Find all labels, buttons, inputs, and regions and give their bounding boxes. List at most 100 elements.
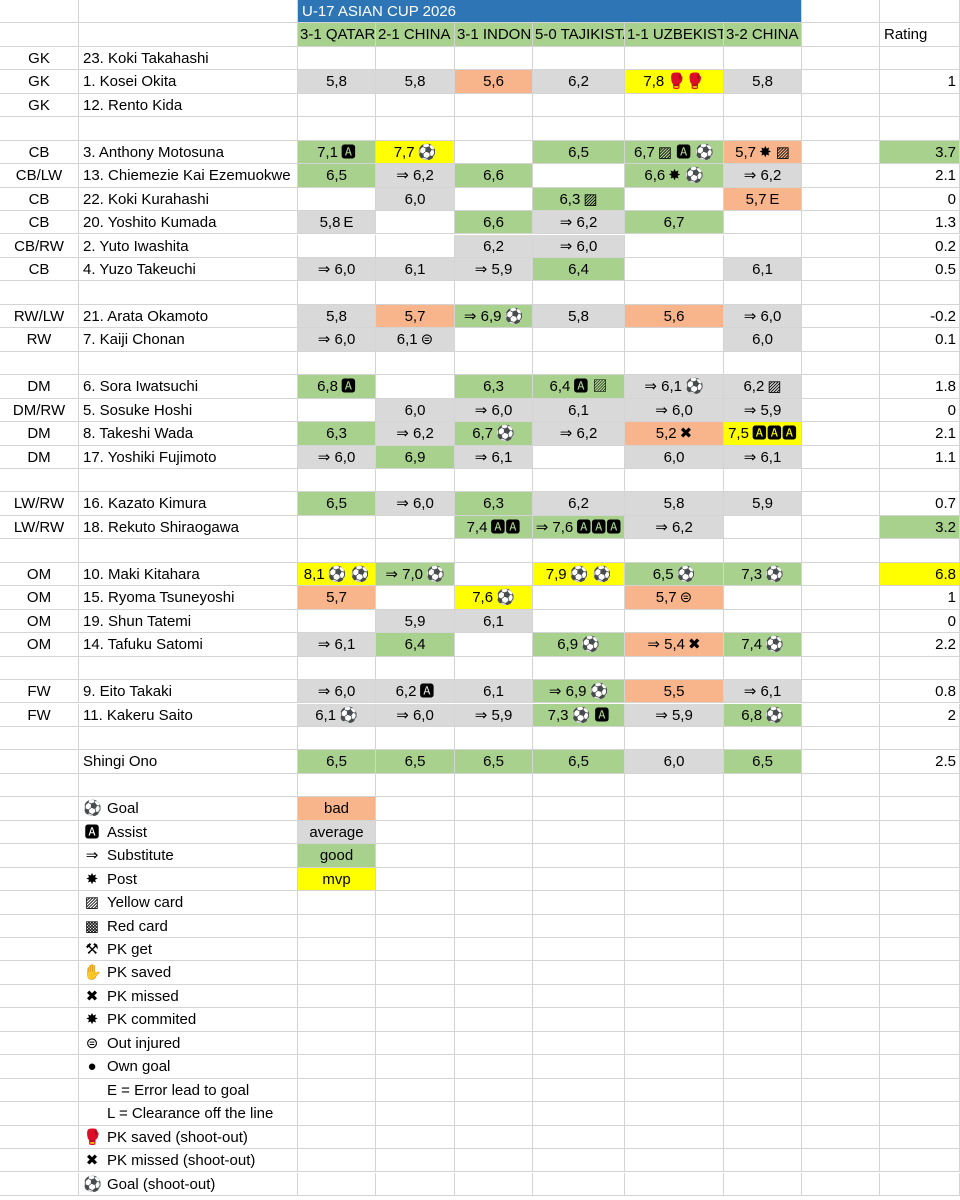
cell-empty[interactable]	[802, 680, 880, 704]
cell-empty[interactable]	[455, 1102, 533, 1126]
cell-empty[interactable]	[376, 867, 455, 892]
cell-empty[interactable]	[724, 820, 802, 845]
match-rating-cell[interactable]: ⇒ 6,0	[298, 257, 376, 282]
position-cell[interactable]: FW	[0, 680, 79, 704]
match-rating-cell[interactable]: 5,7 E	[724, 187, 802, 212]
match-rating-cell[interactable]: ⇒ 6,9 ⚽	[455, 304, 533, 329]
match-rating-cell[interactable]: ⇒ 6,0	[533, 234, 625, 258]
cell-empty[interactable]	[802, 1149, 880, 1173]
cell-empty[interactable]	[0, 867, 79, 892]
match-rating-cell[interactable]	[298, 93, 376, 118]
cell-empty[interactable]	[802, 281, 880, 305]
cell-empty[interactable]	[802, 328, 880, 352]
match-rating-cell[interactable]	[376, 375, 455, 399]
match-rating-cell[interactable]: 5,8	[376, 70, 455, 94]
cell-empty[interactable]	[0, 797, 79, 821]
match-rating-cell[interactable]	[376, 726, 455, 751]
match-rating-cell[interactable]	[298, 234, 376, 258]
total-rating-cell[interactable]: 2.1	[880, 422, 960, 446]
cell-empty[interactable]	[0, 1149, 79, 1173]
cell-empty[interactable]	[0, 1008, 79, 1032]
match-rating-cell[interactable]	[455, 93, 533, 118]
match-rating-cell[interactable]	[298, 609, 376, 634]
match-rating-cell[interactable]: ⇒ 6,0	[376, 492, 455, 516]
match-rating-cell[interactable]: 6,6 ✸ ⚽	[625, 164, 724, 188]
match-rating-cell[interactable]	[455, 351, 533, 376]
match-rating-cell[interactable]: 5,7	[376, 304, 455, 329]
player-name-cell[interactable]: 19. Shun Tatemi	[79, 609, 298, 634]
cell-empty[interactable]	[455, 1149, 533, 1173]
cell-empty[interactable]	[376, 1125, 455, 1150]
cell-empty[interactable]	[376, 1149, 455, 1173]
total-rating-cell[interactable]: 2.5	[880, 750, 960, 774]
match-rating-cell[interactable]: ⇒ 6,1	[724, 680, 802, 704]
match-rating-cell[interactable]	[724, 539, 802, 563]
total-rating-cell[interactable]: 1	[880, 586, 960, 610]
match-rating-cell[interactable]: 5,7 ✸ ▨	[724, 140, 802, 165]
match-rating-cell[interactable]: 6,5	[298, 492, 376, 516]
total-rating-cell[interactable]: 2.1	[880, 164, 960, 188]
match-rating-cell[interactable]: 7,4 ⚽	[724, 633, 802, 657]
position-cell[interactable]: OM	[0, 609, 79, 634]
match-rating-cell[interactable]	[625, 773, 724, 798]
match-rating-cell[interactable]	[455, 117, 533, 141]
cell-empty[interactable]	[455, 891, 533, 915]
cell-empty[interactable]	[802, 398, 880, 423]
cell-empty[interactable]	[802, 633, 880, 657]
opponent-header[interactable]: 2-1 CHINA	[376, 23, 455, 47]
cell-empty[interactable]	[79, 23, 298, 47]
position-cell[interactable]: DM	[0, 422, 79, 446]
match-rating-cell[interactable]: 6,3	[298, 422, 376, 446]
match-rating-cell[interactable]	[625, 187, 724, 212]
cell-empty[interactable]	[880, 1172, 960, 1196]
cell-empty[interactable]	[376, 1172, 455, 1196]
match-rating-cell[interactable]	[625, 117, 724, 141]
match-rating-cell[interactable]: 5,8 E	[298, 211, 376, 235]
position-cell[interactable]: CB	[0, 257, 79, 282]
cell-empty[interactable]	[625, 914, 724, 938]
total-rating-cell[interactable]: 1.3	[880, 211, 960, 235]
match-rating-cell[interactable]: 5,5	[625, 680, 724, 704]
match-rating-cell[interactable]: ⇒ 6,2	[724, 164, 802, 188]
cell-empty[interactable]	[625, 1125, 724, 1150]
match-rating-cell[interactable]	[533, 117, 625, 141]
match-rating-cell[interactable]	[376, 515, 455, 540]
player-name-cell[interactable]: 15. Ryoma Tsuneyoshi	[79, 586, 298, 610]
cell-empty[interactable]	[724, 1008, 802, 1032]
cell-empty[interactable]	[0, 961, 79, 985]
cell-empty[interactable]	[455, 820, 533, 845]
cell-empty[interactable]	[880, 1031, 960, 1056]
match-rating-cell[interactable]	[298, 281, 376, 305]
cell-empty[interactable]	[880, 844, 960, 868]
cell-empty[interactable]	[625, 797, 724, 821]
cell-empty[interactable]	[533, 938, 625, 962]
position-cell[interactable]: CB/LW	[0, 164, 79, 188]
total-rating-cell[interactable]: -0.2	[880, 304, 960, 329]
match-rating-cell[interactable]	[376, 281, 455, 305]
position-cell[interactable]: LW/RW	[0, 515, 79, 540]
match-rating-cell[interactable]	[533, 46, 625, 71]
match-rating-cell[interactable]: ⇒ 6,2	[533, 422, 625, 446]
cell-empty[interactable]	[724, 1172, 802, 1196]
match-rating-cell[interactable]	[724, 234, 802, 258]
total-rating-cell[interactable]: 0	[880, 398, 960, 423]
match-rating-cell[interactable]: 6,5	[455, 750, 533, 774]
match-rating-cell[interactable]	[533, 351, 625, 376]
cell-empty[interactable]	[0, 1055, 79, 1079]
cell-empty[interactable]	[533, 914, 625, 938]
total-rating-cell[interactable]: 0.2	[880, 234, 960, 258]
match-rating-cell[interactable]	[533, 539, 625, 563]
match-rating-cell[interactable]: 6,6	[455, 211, 533, 235]
cell-empty[interactable]	[376, 984, 455, 1009]
match-rating-cell[interactable]: ⇒ 5,9	[724, 398, 802, 423]
cell-empty[interactable]	[802, 422, 880, 446]
match-rating-cell[interactable]: 6,4 🅰 ▨	[533, 375, 625, 399]
match-rating-cell[interactable]: 5,9	[724, 492, 802, 516]
total-rating-cell[interactable]: 3.2	[880, 515, 960, 540]
match-rating-cell[interactable]: 6,9 ⚽	[533, 633, 625, 657]
cell-empty[interactable]	[455, 1078, 533, 1103]
cell-empty[interactable]	[724, 844, 802, 868]
player-name-cell[interactable]: 13. Chiemezie Kai Ezemuokwe	[79, 164, 298, 188]
cell-empty[interactable]	[802, 234, 880, 258]
cell-empty[interactable]	[625, 867, 724, 892]
